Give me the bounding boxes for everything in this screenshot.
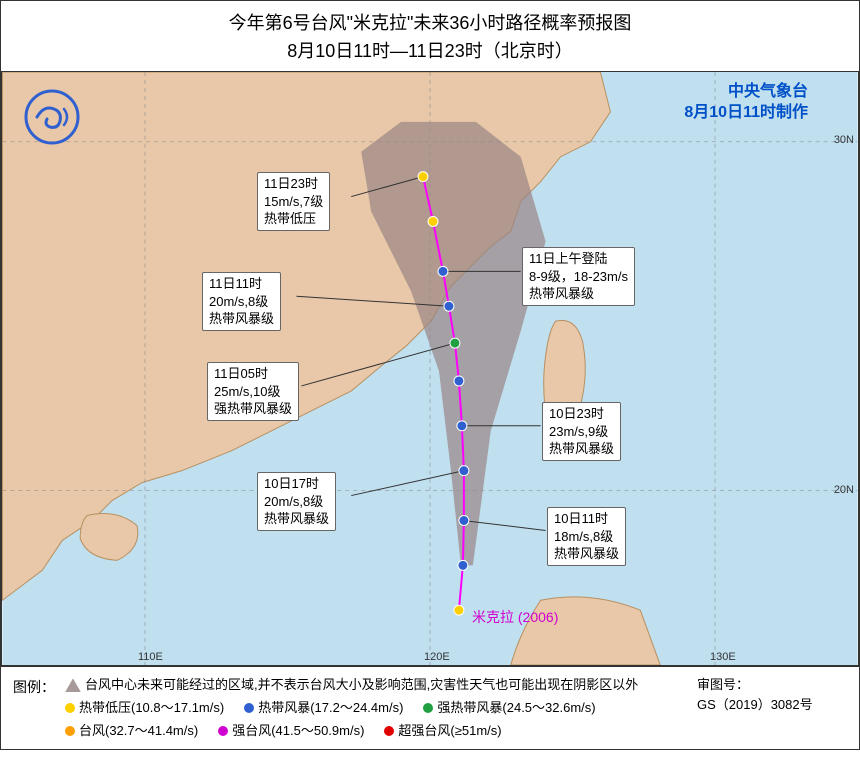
legend-label-2: 强热带风暴(24.5～32.6m/s): [437, 698, 595, 719]
legend-cat-0: 热带低压(10.8～17.1m/s): [65, 698, 224, 719]
lon-tick-130: 130E: [710, 651, 736, 663]
source-time: 8月10日11时制作: [684, 103, 808, 124]
dot-ts: [244, 703, 254, 713]
legend-label-3: 台风(32.7～41.4m/s): [79, 721, 198, 742]
callout-2: 10日23时23m/s,9级热带风暴级: [542, 402, 621, 461]
title-main: 今年第6号台风"米克拉"未来36小时路径概率预报图: [1, 9, 859, 35]
dot-td: [65, 703, 75, 713]
legend-cone: 台风中心未来可能经过的区域,并不表示台风大小及影响范围,灾害性天气也可能出现在阴…: [65, 675, 638, 696]
map-area: 中央气象台 8月10日11时制作 米克拉 (2006) 110E 120E 13…: [1, 71, 859, 666]
dot-superty: [384, 726, 394, 736]
footer-number: GS（2019）3082号: [697, 695, 847, 715]
source-label: 中央气象台 8月10日11时制作: [684, 82, 808, 124]
lon-tick-120: 120E: [424, 651, 450, 663]
legend-cat-5: 超强台风(≥51m/s): [384, 721, 501, 742]
storm-id-text: (2006): [518, 609, 558, 625]
storm-name-text: 米克拉: [472, 609, 514, 625]
callout-1: 10日17时20m/s,8级热带风暴级: [257, 472, 336, 531]
legend-cat-4: 强台风(41.5～50.9m/s): [218, 721, 364, 742]
title-box: 今年第6号台风"米克拉"未来36小时路径概率预报图 8月10日11时—11日23…: [1, 1, 859, 71]
callout-3: 11日05时25m/s,10级强热带风暴级: [207, 362, 299, 421]
legend-box: 图例： 台风中心未来可能经过的区域,并不表示台风大小及影响范围,灾害性天气也可能…: [1, 666, 859, 749]
legend-label-1: 热带风暴(17.2～24.4m/s): [258, 698, 403, 719]
legend-row-1: 热带低压(10.8～17.1m/s) 热带风暴(17.2～24.4m/s) 强热…: [65, 698, 638, 719]
cone-icon: [65, 678, 81, 692]
dot-ty: [65, 726, 75, 736]
footer-label: 审图号：: [697, 675, 847, 695]
callout-0: 10日11时18m/s,8级热带风暴级: [547, 507, 626, 566]
legend-cat-3: 台风(32.7～41.4m/s): [65, 721, 198, 742]
lat-tick-20: 20N: [834, 484, 854, 496]
callout-5: 11日上午登陆8-9级，18-23m/s热带风暴级: [522, 247, 635, 306]
legend-label-5: 超强台风(≥51m/s): [398, 721, 501, 742]
map-svg: [2, 72, 858, 665]
dot-sts: [423, 703, 433, 713]
cma-logo: [22, 87, 82, 147]
dot-sty: [218, 726, 228, 736]
legend-cat-1: 热带风暴(17.2～24.4m/s): [244, 698, 403, 719]
legend-content: 台风中心未来可能经过的区域,并不表示台风大小及影响范围,灾害性天气也可能出现在阴…: [65, 675, 638, 741]
lat-tick-30: 30N: [834, 134, 854, 146]
legend-cone-desc: 台风中心未来可能经过的区域,并不表示台风大小及影响范围,灾害性天气也可能出现在阴…: [85, 675, 638, 696]
legend-title: 图例：: [13, 675, 55, 741]
storm-name: 米克拉 (2006): [472, 607, 558, 627]
callout-6: 11日23时15m/s,7级热带低压: [257, 172, 330, 231]
legend-cat-2: 强热带风暴(24.5～32.6m/s): [423, 698, 595, 719]
forecast-container: 今年第6号台风"米克拉"未来36小时路径概率预报图 8月10日11时—11日23…: [0, 0, 860, 750]
callout-4: 11日11时20m/s,8级热带风暴级: [202, 272, 281, 331]
legend-row-2: 台风(32.7～41.4m/s) 强台风(41.5～50.9m/s) 超强台风(…: [65, 721, 638, 742]
title-sub: 8月10日11时—11日23时（北京时）: [1, 37, 859, 63]
legend-label-4: 强台风(41.5～50.9m/s): [232, 721, 364, 742]
lon-tick-110: 110E: [138, 651, 163, 663]
source-org: 中央气象台: [684, 82, 808, 103]
footer-box: 审图号： GS（2019）3082号: [697, 675, 847, 741]
legend-label-0: 热带低压(10.8～17.1m/s): [79, 698, 224, 719]
legend-left: 图例： 台风中心未来可能经过的区域,并不表示台风大小及影响范围,灾害性天气也可能…: [13, 675, 677, 741]
